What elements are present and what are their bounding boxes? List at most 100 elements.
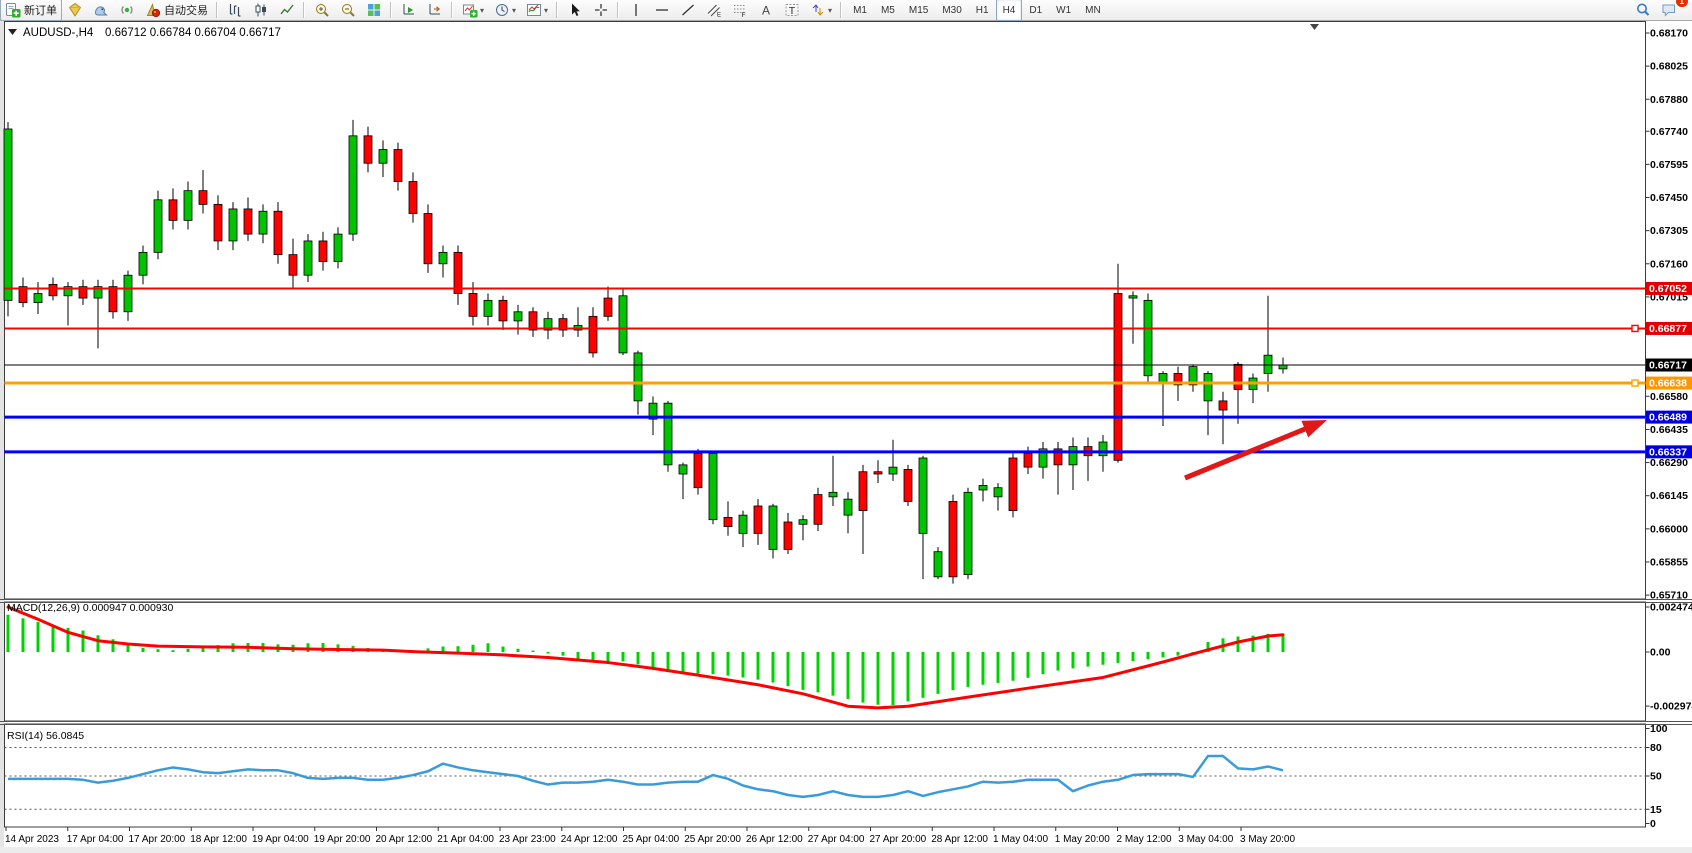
candle <box>423 204 433 273</box>
templates-button[interactable]: ▾ <box>521 0 553 21</box>
tile-windows-icon <box>368 4 380 16</box>
candles-chart-button[interactable] <box>248 0 274 21</box>
bird-button[interactable] <box>88 0 114 21</box>
line-chart-button[interactable] <box>274 0 300 21</box>
rsi-axis-label: 0 <box>1650 818 1656 830</box>
periods-icon <box>496 4 509 16</box>
dropdown-caret-icon[interactable]: ▾ <box>544 5 549 15</box>
dropdown-caret-icon[interactable]: ▾ <box>512 5 517 15</box>
trendline-button[interactable] <box>675 0 701 21</box>
shapes-icon <box>812 4 824 16</box>
dropdown-caret-icon[interactable]: ▾ <box>480 5 485 15</box>
autotrading-icon <box>146 2 161 18</box>
chart-shift-button[interactable] <box>422 0 448 21</box>
indicators-icon <box>463 4 478 18</box>
candle <box>873 460 883 484</box>
toolbar-separator <box>303 2 305 18</box>
new-order-button[interactable]: 新订单 <box>0 0 62 21</box>
candle <box>738 510 748 548</box>
fibonacci-button[interactable]: F <box>727 0 753 21</box>
timeframe-mn-button[interactable]: MN <box>1085 4 1101 16</box>
horizontal-lines <box>4 287 1646 454</box>
templates-icon <box>527 4 542 16</box>
price-tick-label: 0.65710 <box>1650 590 1688 602</box>
candle <box>888 439 898 481</box>
auto-scroll-button[interactable] <box>396 0 422 21</box>
hline-handle[interactable] <box>1631 379 1639 387</box>
time-tick-label: 1 May 20:00 <box>1055 834 1110 845</box>
price-tick-label: 0.66000 <box>1650 523 1688 535</box>
chat-icon <box>1662 4 1675 17</box>
arrow-annotation[interactable] <box>1184 422 1315 481</box>
cursor-button[interactable] <box>562 0 588 21</box>
time-tick-label: 3 May 20:00 <box>1240 834 1295 845</box>
candle <box>123 270 133 321</box>
timeframe-m1-button[interactable]: M1 <box>853 4 867 16</box>
candle <box>903 464 913 506</box>
rsi-axis-label: 15 <box>1650 804 1662 816</box>
crosshair-button[interactable] <box>588 0 614 21</box>
zoom-in-button[interactable] <box>309 0 335 21</box>
search-icon <box>1637 3 1650 16</box>
toolbar-separator <box>216 2 218 18</box>
timeframe-d1-button[interactable]: D1 <box>1029 4 1043 16</box>
price-tick-label: 0.67595 <box>1650 159 1688 171</box>
hline-handle[interactable] <box>1631 324 1639 333</box>
candle <box>693 448 703 495</box>
signal-button[interactable] <box>114 0 140 21</box>
toolbar-separator <box>390 2 392 18</box>
crosshair-icon <box>595 4 608 16</box>
search-button[interactable] <box>1630 0 1656 21</box>
text-icon: A <box>762 4 770 18</box>
zoom-out-button[interactable] <box>335 0 361 21</box>
candle <box>708 451 718 525</box>
price-tick-label: 0.66580 <box>1650 391 1688 403</box>
macd-label: MACD(12,26,9) 0.000947 0.000930 <box>7 602 174 614</box>
dropdown-caret-icon[interactable]: ▾ <box>828 5 833 15</box>
time-tick-label: 3 May 04:00 <box>1178 834 1233 845</box>
price-tick-label: 0.66145 <box>1650 490 1688 502</box>
candlesticks <box>3 119 1288 584</box>
gem-button[interactable] <box>62 0 88 21</box>
toolbar-separator <box>617 2 620 18</box>
timeframe-w1-button[interactable]: W1 <box>1056 4 1072 16</box>
timeframe-m5-button[interactable]: M5 <box>880 4 895 16</box>
text-label-button[interactable]: T <box>779 0 805 21</box>
chat-button[interactable] <box>1656 0 1682 21</box>
tile-windows-button[interactable] <box>361 0 387 21</box>
auto-scroll-icon <box>403 4 414 15</box>
candle <box>1068 437 1078 490</box>
symbol-collapse-icon[interactable] <box>8 29 17 35</box>
autotrading-button[interactable]: 自动交易 <box>140 0 213 21</box>
rsi-axis-label: 80 <box>1650 742 1662 754</box>
chart-shift-marker[interactable] <box>1310 24 1319 30</box>
time-tick-label: 23 Apr 23:00 <box>499 834 556 845</box>
price-badge-label: 0.66337 <box>1649 446 1687 458</box>
arrow-annotation-head[interactable] <box>1301 420 1327 438</box>
indicators-button[interactable]: ▾ <box>457 0 489 21</box>
shapes-button[interactable]: ▾ <box>805 0 837 21</box>
time-axis[interactable]: 14 Apr 2023 17 Apr 04:00 17 Apr 20:00 18 Ap… <box>5 827 1295 845</box>
toolbar: 新订单 自动交易 ▾ ▾ ▾ E F A T ▾ M1 M5 M15 M30 H1 H4 D1 W1 MN 1 <box>0 0 1692 21</box>
candle <box>18 277 28 308</box>
price-axis[interactable]: 0.68170 0.68025 0.67880 0.67740 0.67595 0.674… <box>1645 28 1689 602</box>
candle <box>273 202 283 264</box>
price-tick-label: 0.67450 <box>1650 192 1688 204</box>
text-button[interactable]: A <box>753 0 779 21</box>
candle <box>768 503 778 559</box>
timeframe-h1-button[interactable]: H1 <box>975 4 989 16</box>
periods-button[interactable]: ▾ <box>489 0 521 21</box>
bars-chart-icon <box>229 4 241 17</box>
bars-chart-button[interactable] <box>222 0 248 21</box>
candle <box>963 487 973 580</box>
timeframe-m30-button[interactable]: M30 <box>942 4 962 16</box>
vertical-line-button[interactable] <box>623 0 649 21</box>
zoom-out-icon <box>342 4 355 17</box>
candle <box>108 279 118 319</box>
horizontal-line-button[interactable] <box>649 0 675 21</box>
timeframe-m15-button[interactable]: M15 <box>908 4 929 16</box>
channel-button[interactable]: E <box>701 0 727 21</box>
timeframe-h4-button[interactable]: H4 <box>995 0 1023 21</box>
candle <box>93 279 103 349</box>
